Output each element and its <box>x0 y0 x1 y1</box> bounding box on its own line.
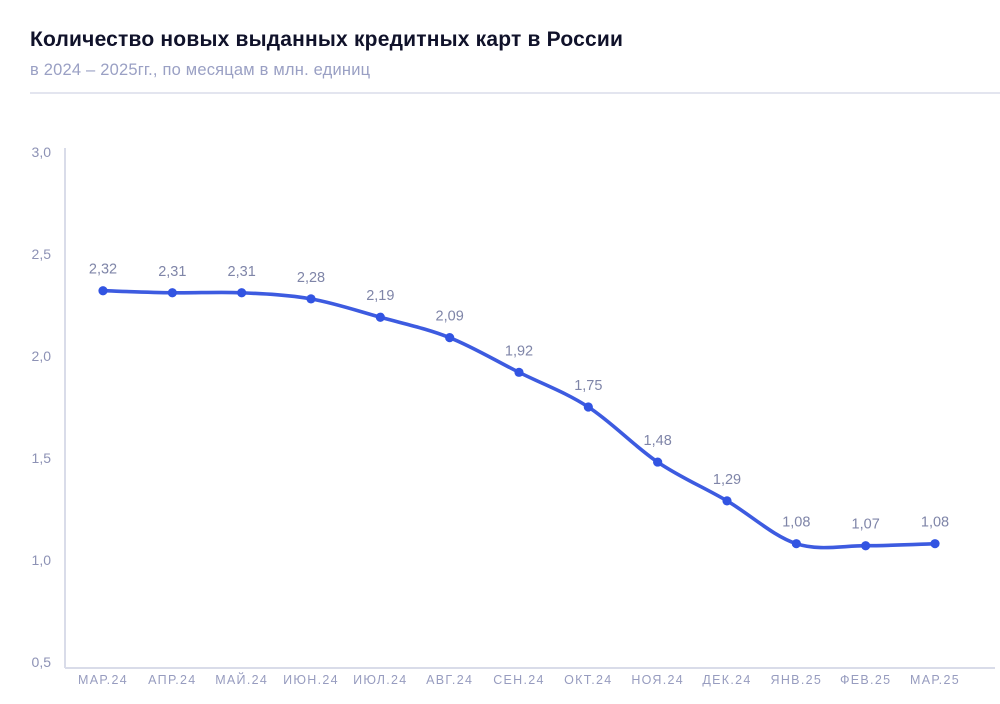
data-point-label: 1,08 <box>921 515 949 531</box>
data-point <box>861 541 871 551</box>
data-point-label: 2,32 <box>89 262 117 278</box>
data-point <box>583 402 593 412</box>
data-point-label: 2,31 <box>228 264 256 280</box>
data-point-label: 1,48 <box>644 433 672 449</box>
x-tick-label: ЯНВ.25 <box>771 673 823 687</box>
data-point <box>653 457 663 467</box>
x-tick-label: АВГ.24 <box>426 673 473 687</box>
data-point-label: 2,28 <box>297 270 325 286</box>
x-tick-label: СЕН.24 <box>493 673 545 687</box>
data-point <box>930 539 940 549</box>
line-chart-area: 3,0 2,5 2,0 1,5 1,0 0,5 МАР.24 АПР.24 МАЙ.24 ИЮН.… <box>0 120 1000 704</box>
chart-header: Количество новых выданных кредитных карт… <box>0 0 1000 80</box>
data-point-label: 2,31 <box>158 264 186 280</box>
data-point-label: 2,19 <box>366 288 394 304</box>
data-point-label: 1,92 <box>505 343 533 359</box>
data-point <box>306 294 316 304</box>
x-tick-label: АПР.24 <box>148 673 196 687</box>
y-tick-label: 3,0 <box>32 144 52 160</box>
y-tick-label: 1,0 <box>32 552 52 568</box>
data-point <box>791 539 801 549</box>
y-tick-label: 2,0 <box>32 348 52 364</box>
chart-subtitle: в 2024 – 2025гг., по месяцам в млн. един… <box>30 61 371 79</box>
data-point-label: 1,07 <box>852 517 880 533</box>
x-tick-label: МАР.25 <box>910 673 960 687</box>
y-tick-label: 1,5 <box>32 450 52 466</box>
x-tick-label: ФЕВ.25 <box>840 673 891 687</box>
x-tick-label: ДЕК.24 <box>702 673 751 687</box>
x-tick-label: ИЮЛ.24 <box>353 673 407 687</box>
data-point <box>98 286 108 296</box>
data-point <box>722 496 732 506</box>
y-tick-label: 0,5 <box>32 654 52 670</box>
x-tick-label: ИЮН.24 <box>283 673 339 687</box>
data-point <box>514 367 524 377</box>
series-line <box>101 288 937 550</box>
line-chart: 3,0 2,5 2,0 1,5 1,0 0,5 МАР.24 АПР.24 МАЙ.24 ИЮН.… <box>32 144 995 687</box>
data-point-label: 2,09 <box>436 309 464 325</box>
y-tick-label: 2,5 <box>32 246 52 262</box>
data-point-label: 1,29 <box>713 472 741 488</box>
data-point <box>375 312 385 322</box>
x-tick-label: ОКТ.24 <box>564 673 612 687</box>
x-tick-label: МАЙ.24 <box>215 672 268 687</box>
data-point <box>167 288 177 298</box>
data-point <box>445 333 455 343</box>
chart-title: Количество новых выданных кредитных карт… <box>30 28 624 51</box>
data-point-label: 1,08 <box>782 515 810 531</box>
data-point <box>237 288 247 298</box>
header-divider <box>30 92 1000 94</box>
data-point-label: 1,75 <box>574 378 602 394</box>
x-tick-label: МАР.24 <box>78 673 128 687</box>
x-tick-label: НОЯ.24 <box>631 673 684 687</box>
